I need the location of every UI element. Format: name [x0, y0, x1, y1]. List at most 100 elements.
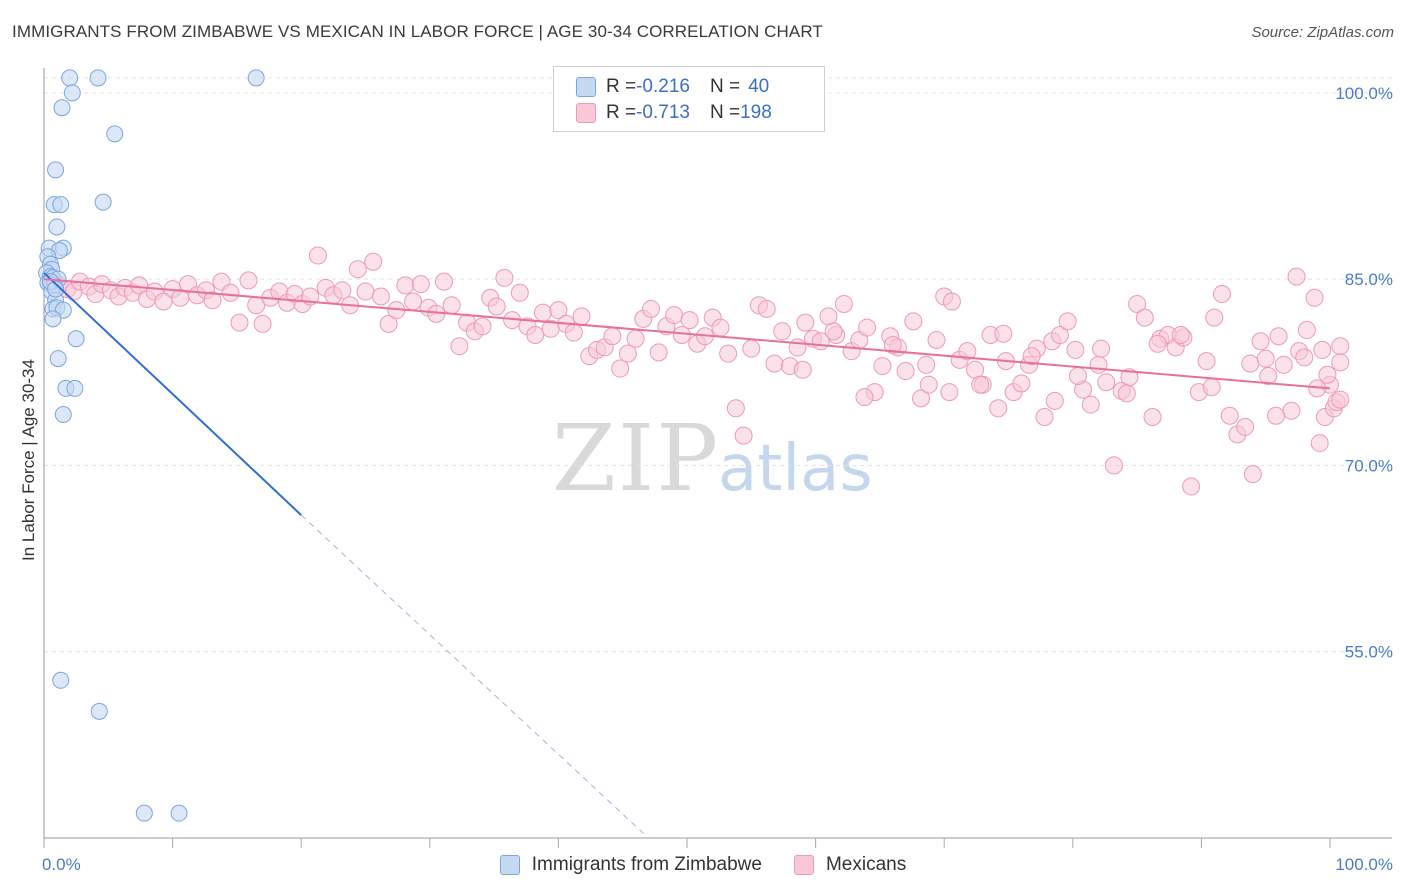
- mexicans-point: [611, 359, 630, 378]
- zimbabwe-point: [52, 671, 70, 689]
- mexicans-point: [1274, 355, 1293, 374]
- n-value: 198: [740, 102, 772, 123]
- r-label: R =: [606, 102, 637, 123]
- mexicans-point: [564, 323, 583, 342]
- mexicans-point: [1269, 327, 1288, 346]
- mexicans-point: [333, 281, 352, 300]
- mexicans-point: [404, 292, 423, 311]
- mexicans-point: [711, 318, 730, 337]
- mexicans-point: [626, 329, 645, 348]
- zimbabwe-point: [53, 99, 71, 117]
- mexicans-point: [1097, 373, 1116, 392]
- mexicans-point: [796, 313, 815, 332]
- n-value: 40: [748, 76, 770, 97]
- mexicans-point: [1212, 285, 1231, 304]
- mexicans-point: [1236, 417, 1255, 436]
- mexicans-point: [239, 271, 258, 290]
- mexicans-point: [672, 326, 691, 345]
- mexicans-point: [680, 311, 699, 330]
- n-label: N =: [709, 76, 741, 97]
- mexicans-point: [824, 322, 843, 341]
- zimbabwe-point: [247, 69, 265, 87]
- watermark-zip: ZIP: [552, 405, 721, 512]
- mexicans-point: [1035, 407, 1054, 426]
- axes: [43, 68, 1392, 848]
- mexicans-point: [572, 307, 591, 326]
- mexicans-point: [1259, 367, 1278, 385]
- mexicans-point: [1305, 288, 1324, 307]
- mexicans-point: [873, 357, 892, 376]
- mexicans-point: [883, 335, 902, 354]
- y-tick-label: 55.0%: [1345, 643, 1393, 662]
- zimbabwe-point: [89, 69, 107, 87]
- mexicans-point: [734, 426, 753, 445]
- y-tick-label: 70.0%: [1345, 456, 1393, 475]
- zimbabwe-point: [94, 193, 112, 211]
- y-tick-label: 85.0%: [1345, 270, 1393, 289]
- zimbabwe-point: [44, 310, 62, 328]
- y-axis-label: In Labor Force | Age 30-34: [19, 359, 38, 561]
- x-tick-label: 100.0%: [1335, 855, 1393, 874]
- mexicans-point: [442, 296, 461, 315]
- mexicans-point: [434, 272, 453, 291]
- mexicans-point: [1202, 378, 1221, 397]
- zimbabwe-point: [170, 804, 188, 822]
- zimbabwe-point: [47, 161, 65, 179]
- mexicans-point: [1128, 294, 1147, 313]
- zimbabwe-point: [67, 330, 85, 348]
- mexicans-point: [665, 306, 684, 325]
- pink-swatch: [576, 103, 596, 123]
- correlation-legend: R = -0.216 N = 40 R = -0.713 N = 198: [553, 66, 825, 132]
- mexicans-point: [989, 399, 1008, 418]
- mexicans-point: [971, 375, 990, 394]
- mexicans-point: [1331, 353, 1350, 372]
- blue-swatch: [499, 855, 520, 875]
- trend-lines: [43, 272, 1331, 839]
- legend-label: Immigrants from Zimbabwe: [531, 854, 762, 875]
- mexicans-point: [1182, 477, 1201, 496]
- mexicans-point: [154, 292, 173, 311]
- mexicans-point: [1045, 391, 1064, 410]
- mexicans-point: [356, 282, 375, 301]
- mexicans-point: [1066, 340, 1085, 359]
- mexicans-point: [473, 317, 492, 336]
- zimbabwe-point: [135, 804, 153, 822]
- mexicans-point: [765, 354, 784, 373]
- mexicans-point: [130, 276, 149, 295]
- mexicans-point: [742, 339, 761, 358]
- mexicans-point: [1243, 465, 1262, 484]
- mexicans-point: [917, 355, 936, 374]
- r-value: -0.216: [636, 76, 690, 97]
- mexicans-point: [1318, 365, 1337, 384]
- legend-row-mexicans: R = -0.713 N = 198: [576, 101, 772, 125]
- mexicans-point: [1331, 390, 1350, 409]
- mexicans-point: [773, 322, 792, 341]
- mexicans-point: [919, 375, 938, 394]
- mexicans-point: [942, 292, 961, 311]
- mexicans-point: [371, 287, 390, 306]
- mexicans-point: [379, 314, 398, 333]
- mexicans-point: [858, 318, 877, 337]
- mexicans-point: [1081, 395, 1100, 414]
- mexicans-point: [793, 360, 812, 379]
- legend-item-zimbabwe: Immigrants from Zimbabwe: [499, 854, 762, 876]
- mexicans-point: [533, 303, 552, 322]
- zimbabwe-point: [90, 702, 108, 720]
- zimbabwe-point: [54, 406, 72, 423]
- r-value: -0.713: [636, 102, 690, 123]
- mexicans-point: [1058, 312, 1077, 331]
- mexicans-point: [1297, 321, 1316, 340]
- mexicans-point: [1266, 406, 1285, 425]
- mexicans-point: [549, 301, 568, 320]
- mexicans-point: [994, 324, 1013, 343]
- mexicans-point: [641, 299, 660, 318]
- mexicans-point: [1068, 367, 1087, 385]
- mexicans-point: [1197, 352, 1216, 371]
- source-label: Source: ZipAtlas.com: [1251, 24, 1394, 41]
- blue-swatch: [576, 77, 596, 97]
- mexicans-point: [1331, 337, 1350, 356]
- mexicans-point: [203, 291, 222, 310]
- tick-labels: 55.0% 70.0% 85.0% 100.0% 0.0% 100.0%: [42, 84, 1393, 874]
- zimbabwe-point: [63, 84, 81, 102]
